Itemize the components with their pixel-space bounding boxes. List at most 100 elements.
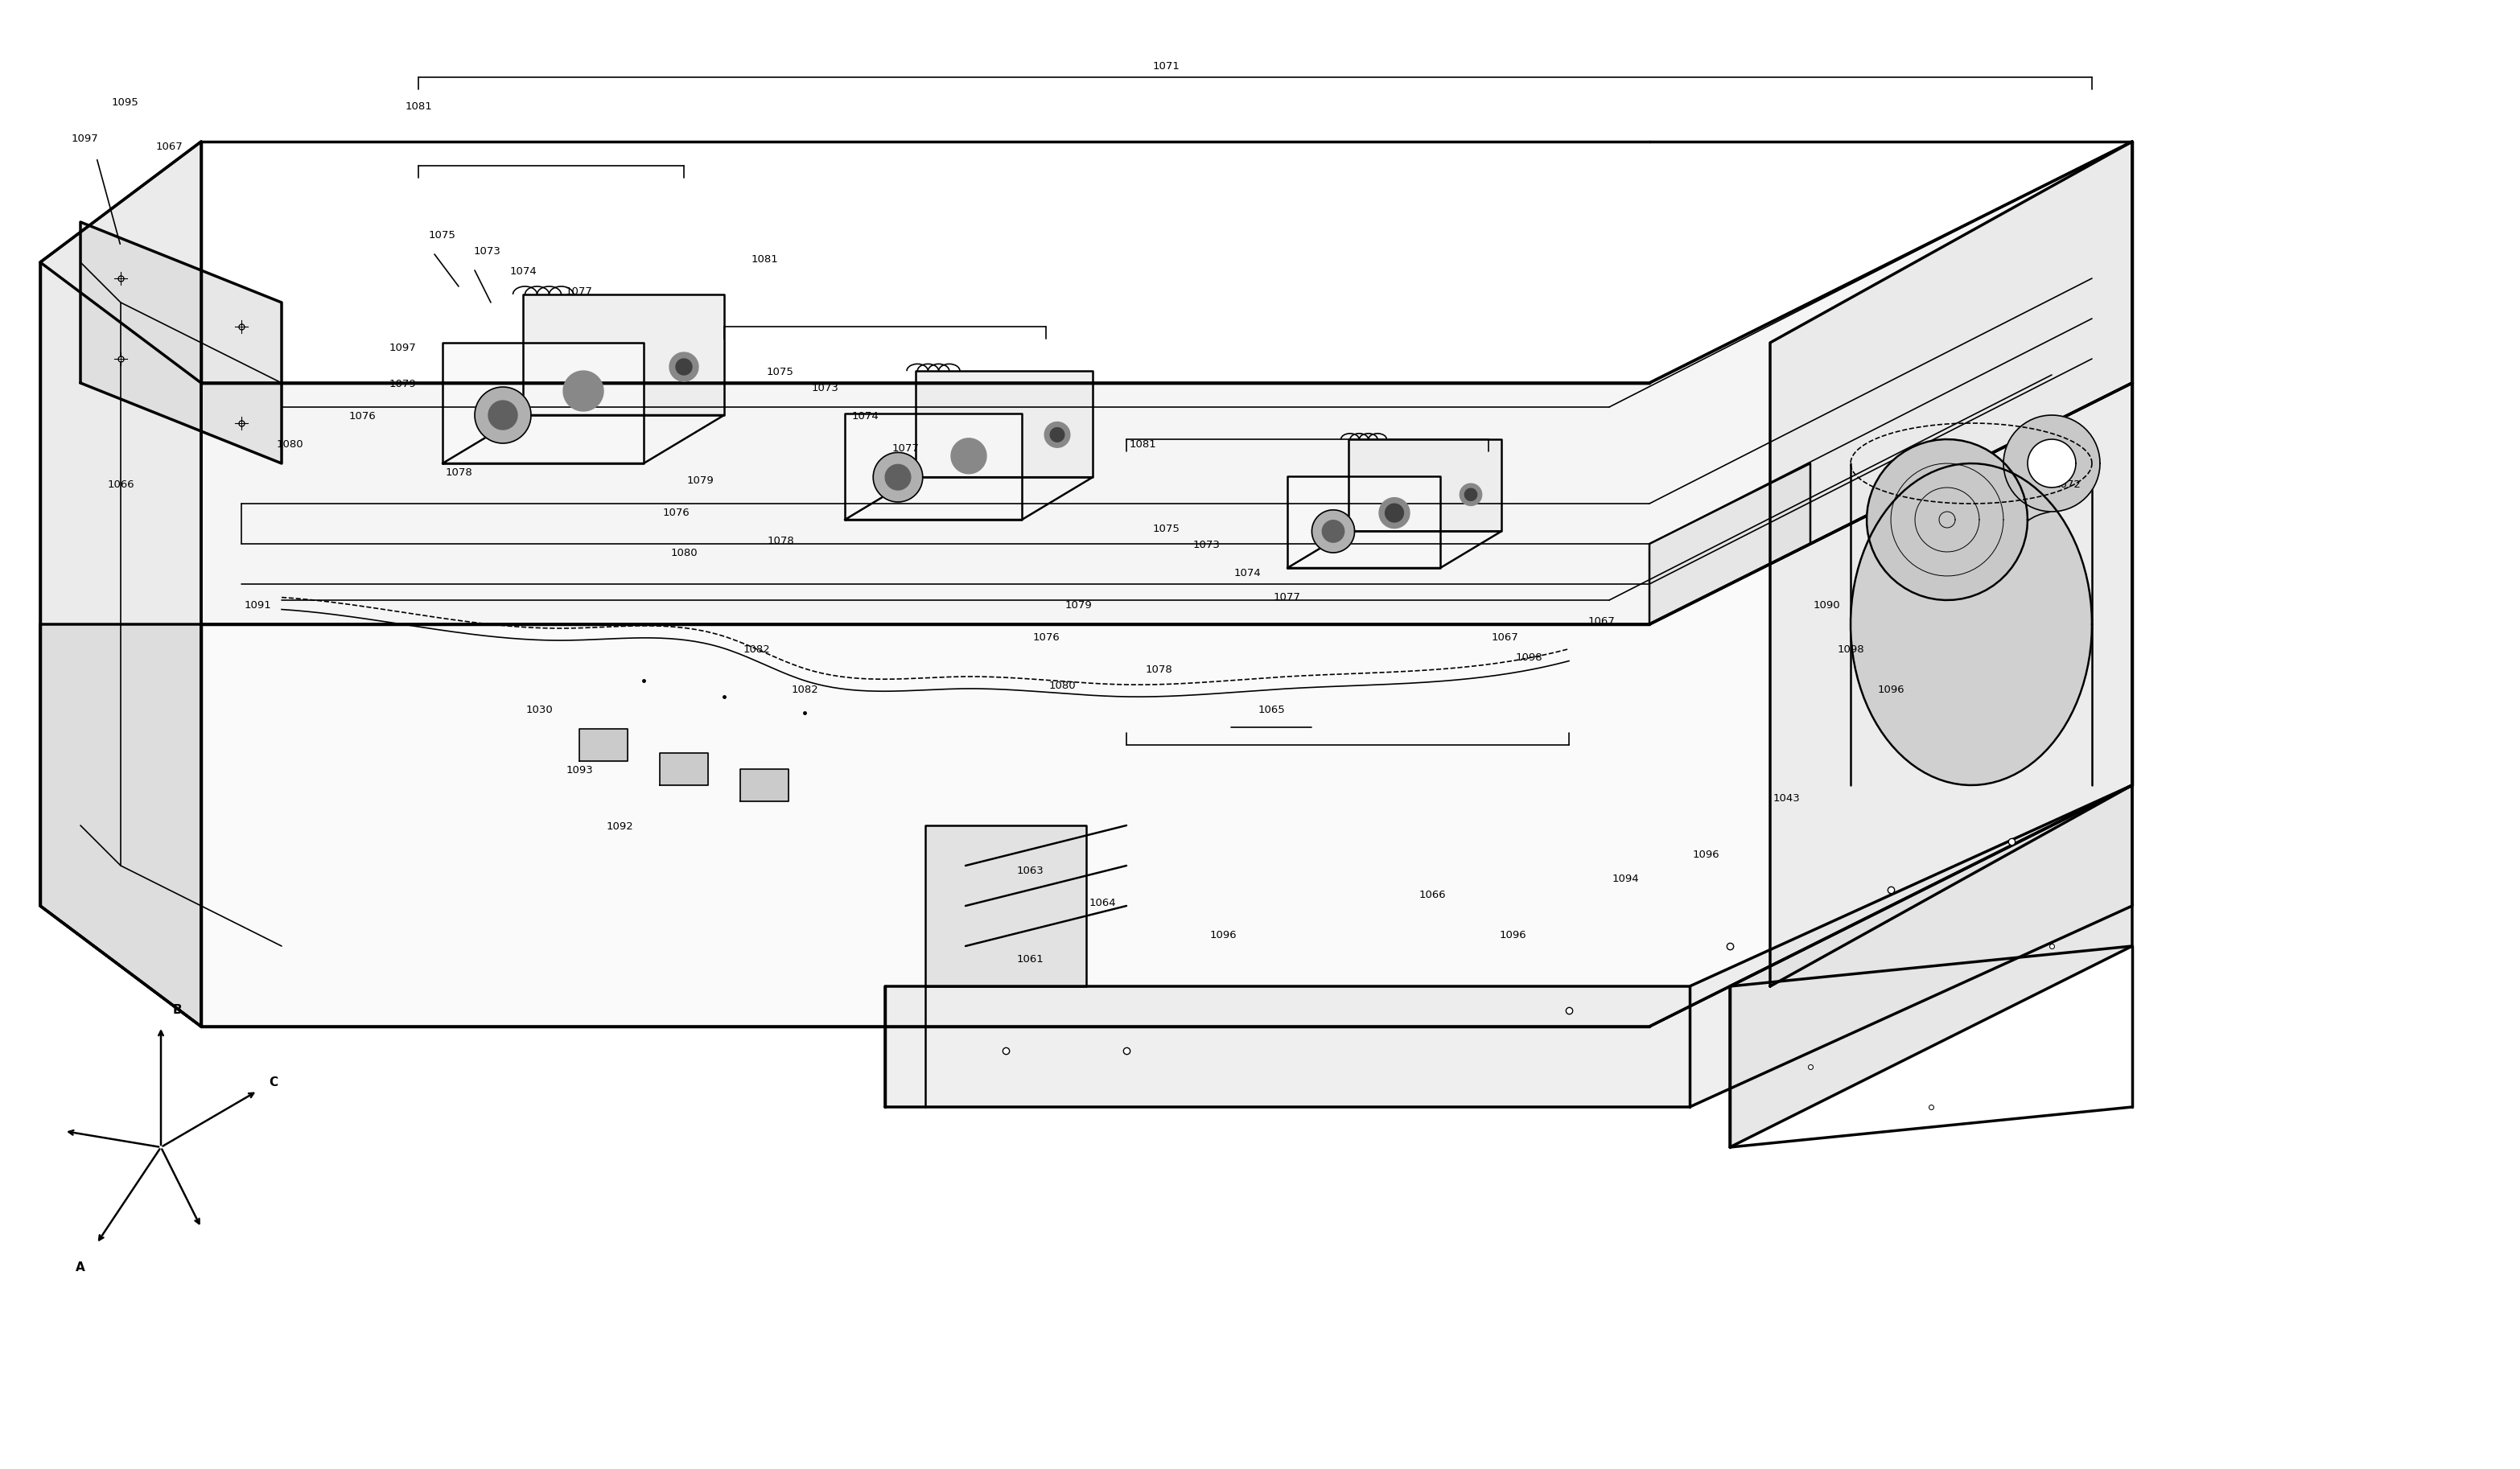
Polygon shape	[950, 438, 985, 473]
Polygon shape	[675, 358, 693, 375]
Text: 1082: 1082	[743, 645, 771, 655]
Text: 1096: 1096	[1210, 930, 1237, 940]
Text: 1074: 1074	[1235, 569, 1260, 579]
Text: 1081: 1081	[1129, 439, 1157, 450]
Text: 1076: 1076	[1033, 632, 1058, 643]
Polygon shape	[844, 477, 1094, 520]
Text: 1077: 1077	[1273, 592, 1300, 602]
Text: 1072: 1072	[2054, 479, 2082, 491]
Text: B: B	[171, 1005, 181, 1017]
Polygon shape	[1313, 510, 1356, 552]
Text: 1079: 1079	[685, 476, 713, 486]
Text: 1078: 1078	[1144, 664, 1172, 674]
Text: C: C	[270, 1077, 277, 1089]
Text: 1076: 1076	[348, 411, 375, 422]
Polygon shape	[489, 401, 517, 429]
Text: 1073: 1073	[1194, 539, 1220, 551]
Text: 1077: 1077	[564, 286, 592, 297]
Text: 1092: 1092	[605, 821, 633, 831]
Text: 1090: 1090	[1812, 601, 1840, 611]
Polygon shape	[1288, 476, 1441, 569]
Polygon shape	[202, 383, 2132, 1027]
Text: 1071: 1071	[1154, 62, 1179, 72]
Polygon shape	[1729, 786, 2132, 1147]
Text: 1098: 1098	[1515, 652, 1542, 663]
Text: 1073: 1073	[811, 383, 839, 394]
Text: 1078: 1078	[766, 536, 794, 546]
Polygon shape	[564, 370, 602, 411]
Polygon shape	[670, 353, 698, 382]
Text: 1066: 1066	[108, 479, 134, 491]
Polygon shape	[1651, 463, 1809, 624]
Text: 1074: 1074	[509, 266, 537, 276]
Text: 1043: 1043	[1772, 793, 1799, 804]
Text: 1093: 1093	[564, 765, 592, 776]
Text: 1063: 1063	[1016, 865, 1043, 876]
Polygon shape	[925, 826, 1086, 986]
Polygon shape	[885, 786, 2132, 1108]
Text: 1095: 1095	[111, 97, 139, 107]
Polygon shape	[885, 464, 910, 491]
Polygon shape	[915, 372, 1094, 477]
Text: A: A	[76, 1262, 86, 1274]
Text: 1075: 1075	[428, 231, 456, 241]
Polygon shape	[1769, 141, 2132, 986]
Text: 1097: 1097	[71, 134, 98, 144]
Text: 1075: 1075	[1154, 524, 1179, 535]
Text: 1078: 1078	[446, 467, 471, 477]
Text: 1074: 1074	[852, 411, 879, 422]
Polygon shape	[741, 770, 789, 801]
Text: 1077: 1077	[892, 444, 920, 454]
Text: 1082: 1082	[791, 685, 819, 695]
Polygon shape	[202, 141, 2132, 624]
Text: 1030: 1030	[527, 705, 552, 715]
Text: 1094: 1094	[1613, 874, 1638, 884]
Polygon shape	[444, 342, 643, 463]
Polygon shape	[958, 445, 980, 467]
Polygon shape	[1850, 463, 2092, 784]
Polygon shape	[1867, 439, 2029, 601]
Polygon shape	[40, 141, 202, 1027]
Polygon shape	[81, 222, 282, 463]
Text: 1076: 1076	[663, 508, 690, 519]
Polygon shape	[444, 416, 723, 463]
Polygon shape	[1464, 489, 1477, 501]
Polygon shape	[1043, 422, 1071, 448]
Text: 1096: 1096	[1877, 685, 1905, 695]
Polygon shape	[580, 729, 627, 761]
Text: 1079: 1079	[1063, 601, 1091, 611]
Text: 1064: 1064	[1089, 898, 1116, 908]
Text: 1091: 1091	[244, 601, 272, 611]
Polygon shape	[2029, 439, 2076, 488]
Polygon shape	[660, 754, 708, 786]
Text: 1061: 1061	[1016, 955, 1043, 965]
Text: 1067: 1067	[156, 141, 181, 153]
Polygon shape	[1386, 504, 1404, 521]
Polygon shape	[2003, 416, 2099, 511]
Polygon shape	[40, 624, 202, 1027]
Polygon shape	[572, 379, 595, 403]
Polygon shape	[474, 386, 532, 444]
Polygon shape	[874, 452, 922, 502]
Text: 1080: 1080	[1048, 680, 1076, 690]
Text: 1067: 1067	[1492, 632, 1517, 643]
Text: 1067: 1067	[1588, 616, 1615, 627]
Polygon shape	[1051, 427, 1063, 442]
Polygon shape	[844, 413, 1021, 520]
Text: 1066: 1066	[1419, 890, 1446, 900]
Text: 1096: 1096	[1499, 930, 1527, 940]
Text: 1098: 1098	[1837, 645, 1865, 655]
Polygon shape	[1348, 439, 1502, 532]
Text: 1081: 1081	[751, 254, 779, 264]
Text: 1073: 1073	[474, 247, 501, 257]
Text: 1075: 1075	[766, 367, 794, 378]
Polygon shape	[1288, 532, 1502, 569]
Text: 1081: 1081	[406, 101, 431, 112]
Text: 1096: 1096	[1693, 849, 1719, 859]
Polygon shape	[524, 294, 723, 416]
Polygon shape	[1323, 520, 1343, 542]
Polygon shape	[1378, 498, 1409, 529]
Text: 1080: 1080	[277, 439, 302, 450]
Text: 1097: 1097	[388, 342, 416, 353]
Text: 1079: 1079	[388, 379, 416, 389]
